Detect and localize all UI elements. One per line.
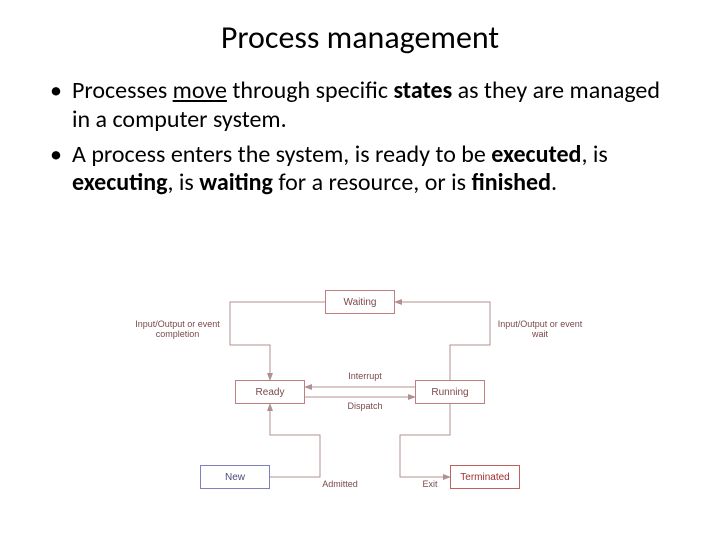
process-state-diagram: Waiting Ready Running New Terminated Inp… <box>140 290 580 520</box>
edge-label-interrupt: Interrupt <box>340 372 390 382</box>
node-ready: Ready <box>235 380 305 404</box>
edge-label-admitted: Admitted <box>315 480 365 490</box>
bullet-list: Processes move through specific states a… <box>0 77 720 198</box>
node-running: Running <box>415 380 485 404</box>
edge-label-dispatch: Dispatch <box>340 402 390 412</box>
text-underline: move <box>173 76 227 105</box>
text-bold: executing <box>72 168 167 197</box>
text: Processes <box>72 76 173 105</box>
edge-label-exit: Exit <box>415 480 445 490</box>
text: , is <box>167 168 199 197</box>
text: through specific <box>227 76 394 105</box>
bullet-item-2: A process enters the system, is ready to… <box>50 141 680 199</box>
edge-label-io-completion: Input/Output or event completion <box>130 320 225 340</box>
edge-new-ready <box>270 404 320 477</box>
node-terminated: Terminated <box>450 465 520 489</box>
edge-label-io-wait: Input/Output or event wait <box>495 320 585 340</box>
text-bold: waiting <box>199 168 273 197</box>
node-new: New <box>200 465 270 489</box>
text-bold: states <box>393 76 452 105</box>
bullet-item-1: Processes move through specific states a… <box>50 77 680 135</box>
node-waiting: Waiting <box>325 290 395 314</box>
text: A process enters the system, is ready to… <box>72 140 491 169</box>
text: . <box>551 168 557 197</box>
text: , is <box>581 140 607 169</box>
edge-waiting-ready <box>230 302 330 380</box>
text: for a resource, or is <box>273 168 472 197</box>
edge-running-terminated <box>400 404 450 477</box>
edge-running-waiting <box>395 302 490 380</box>
page-title: Process management <box>0 0 720 77</box>
text-bold: finished <box>471 168 551 197</box>
text-bold: executed <box>491 140 581 169</box>
